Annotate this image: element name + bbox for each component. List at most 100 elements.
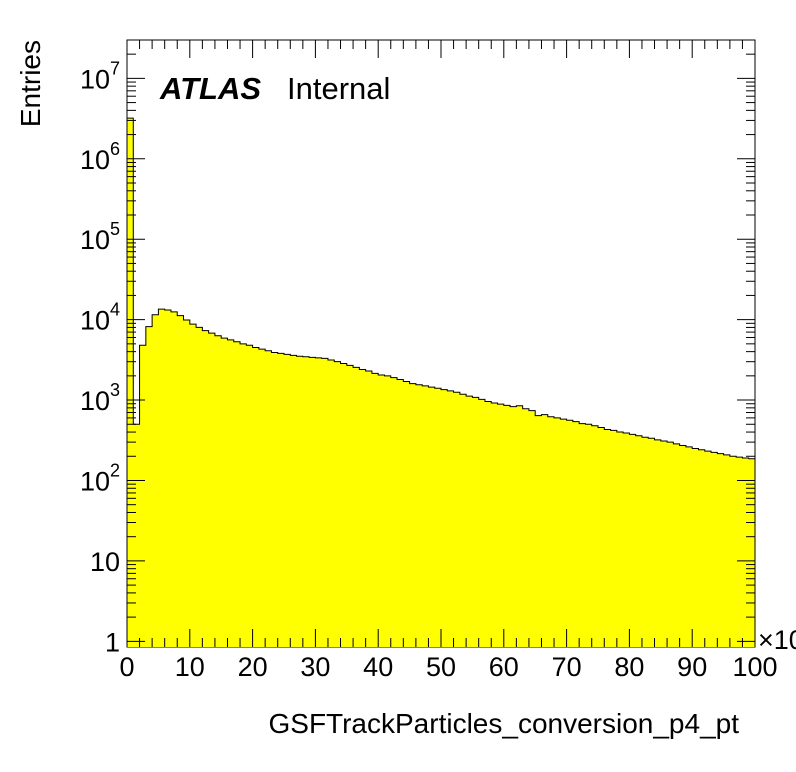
x-ticks xyxy=(126,40,756,647)
histogram-bin xyxy=(591,425,599,647)
histogram-bin xyxy=(415,384,423,647)
histogram-bin xyxy=(729,456,737,647)
histogram-bin xyxy=(579,423,586,647)
histogram-bin xyxy=(711,452,718,647)
histogram-bin xyxy=(604,429,611,647)
histogram-bin xyxy=(547,416,555,647)
histogram-bin xyxy=(127,118,134,647)
histogram-bin xyxy=(371,373,379,647)
histogram-bin xyxy=(296,356,304,647)
x-tick-label: 30 xyxy=(300,652,330,682)
y-tick-label: 10 xyxy=(80,225,110,255)
y-ticks xyxy=(127,39,755,642)
histogram-bin xyxy=(196,327,203,647)
y-tick-label: 10 xyxy=(80,145,110,175)
x-tick-labels: 0 10 20 30 40 50 60 70 80 90 100 xyxy=(119,652,777,682)
histogram-bin xyxy=(139,345,147,647)
histogram-bin xyxy=(227,339,235,647)
histogram-bin xyxy=(635,435,643,647)
histogram-bin xyxy=(334,361,341,647)
histogram-bin xyxy=(315,357,323,647)
histogram-bin xyxy=(321,358,329,647)
histogram-bin xyxy=(528,410,536,647)
histogram-bin xyxy=(189,324,197,647)
internal-label: Internal xyxy=(287,71,390,106)
y-tick-exponent: 4 xyxy=(110,300,120,320)
histogram-bin xyxy=(623,432,630,647)
histogram-bin xyxy=(208,333,216,647)
histogram-bin xyxy=(390,377,398,647)
histogram-bin xyxy=(541,414,549,647)
histogram-bin xyxy=(654,439,662,647)
y-tick-exponent: 3 xyxy=(110,380,120,400)
histogram-bin xyxy=(409,383,417,647)
histogram-bin xyxy=(641,437,649,647)
histogram-bars xyxy=(127,118,756,647)
histogram-bin xyxy=(453,392,461,647)
y-tick-label: 10 xyxy=(80,386,110,416)
histogram-bin xyxy=(246,345,253,647)
histogram-bin xyxy=(717,453,724,647)
y-tick-label: 10 xyxy=(80,64,110,94)
histogram-bin xyxy=(560,419,567,647)
histogram-bin xyxy=(441,389,448,647)
histogram-bin xyxy=(170,311,178,647)
histogram-bin xyxy=(384,375,392,647)
histogram-bin xyxy=(748,458,756,647)
histogram-bin xyxy=(265,350,272,647)
histogram-bin xyxy=(164,309,172,647)
histogram-bin xyxy=(736,457,743,647)
y-tick-exponent: 2 xyxy=(110,460,120,480)
y-tick-label: 1 xyxy=(105,627,120,657)
y-tick-exponent: 6 xyxy=(110,139,120,159)
x-tick-label: 40 xyxy=(363,652,393,682)
histogram-bin xyxy=(685,446,693,647)
histogram-outline xyxy=(126,117,756,647)
histogram-bin xyxy=(346,365,354,647)
histogram-bin xyxy=(365,370,373,647)
histogram-bin xyxy=(698,449,706,647)
x-tick-label: 50 xyxy=(426,652,456,682)
histogram-bin xyxy=(629,434,637,647)
histogram-bin xyxy=(516,405,524,647)
histogram-bin xyxy=(145,326,153,647)
y-tick-label: 10 xyxy=(90,547,120,577)
histogram-bin xyxy=(466,396,473,647)
histogram-bin xyxy=(158,309,166,647)
histogram-bin xyxy=(472,397,480,647)
histogram-bin xyxy=(434,388,442,647)
histogram-bin xyxy=(660,440,668,647)
histogram-bin xyxy=(673,443,681,647)
histogram-bin xyxy=(277,353,285,647)
x-tick-label: 100 xyxy=(732,652,777,682)
histogram-bin xyxy=(240,343,247,647)
x-multiplier-label: ×10 xyxy=(758,625,796,655)
y-tick-exponent: 5 xyxy=(110,219,120,239)
y-tick-label: 10 xyxy=(80,306,110,336)
histogram-bin xyxy=(616,432,624,647)
x-tick-label: 80 xyxy=(614,652,644,682)
histogram-bin xyxy=(258,349,266,647)
histogram-bin xyxy=(535,415,542,647)
histogram-bin xyxy=(459,394,467,647)
histogram-bin xyxy=(309,357,316,647)
y-tick-label: 10 xyxy=(80,466,110,496)
histogram-bin xyxy=(667,442,674,647)
histogram-bin xyxy=(704,451,712,647)
histogram-bin xyxy=(221,338,228,647)
histogram-bin xyxy=(252,347,260,647)
histogram-bin xyxy=(572,421,580,647)
histogram-bin xyxy=(497,404,505,647)
histogram-bin xyxy=(422,385,429,647)
histogram-bin xyxy=(302,356,310,647)
histogram-bin xyxy=(340,363,348,647)
atlas-label: ATLAS xyxy=(159,71,261,106)
histogram-bin xyxy=(133,424,140,647)
histogram-bin xyxy=(177,315,184,647)
histogram-bin xyxy=(554,417,561,647)
histogram-bin xyxy=(183,319,191,647)
x-tick-label: 60 xyxy=(489,652,519,682)
histogram-bin xyxy=(648,438,655,647)
